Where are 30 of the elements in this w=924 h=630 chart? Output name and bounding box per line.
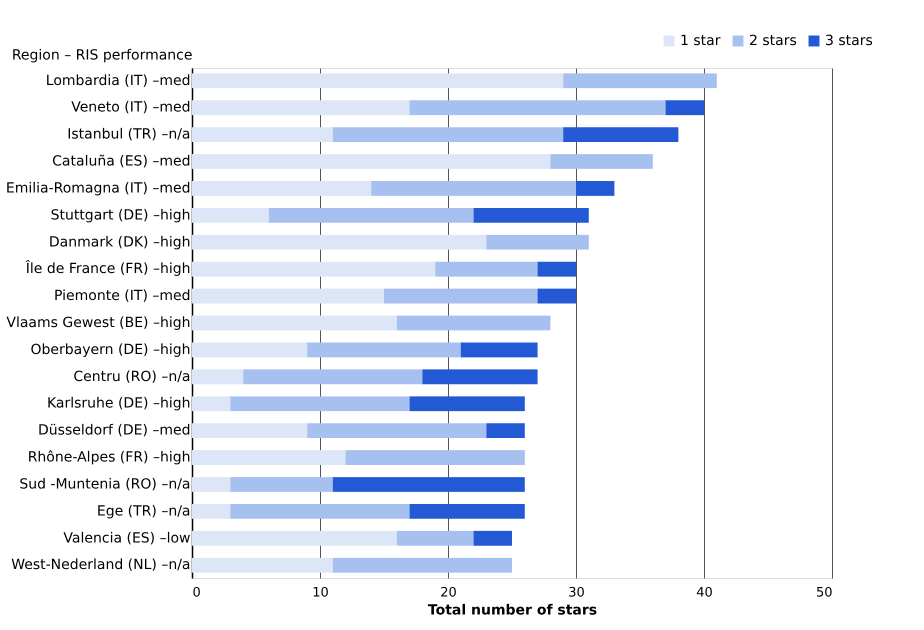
y-tick-label: Danmark (DK) –high	[48, 234, 190, 250]
y-axis-title: Region – RIS performance	[12, 48, 192, 64]
y-tick-label: Veneto (IT) –med	[71, 100, 190, 116]
y-tick-label: Vlaams Gewest (BE) –high	[6, 315, 190, 331]
y-tick-label: Karlsruhe (DE) –high	[46, 396, 190, 412]
y-tick-label: Cataluña (ES) –med	[52, 154, 190, 170]
x-tick-label: 0	[192, 586, 201, 600]
x-tick-label: 10	[312, 586, 329, 600]
y-tick-label: Düsseldorf (DE) –med	[38, 422, 190, 439]
y-tick-label: Istanbul (TR) –n/a	[67, 126, 190, 143]
y-tick-label: West-Nederland (NL) –n/a	[11, 557, 190, 574]
y-tick-label: Emilia-Romagna (IT) –med	[6, 180, 190, 196]
y-tick-label: Oberbayern (DE) –high	[30, 342, 190, 358]
y-tick-label: Stuttgart (DE) –high	[50, 207, 190, 224]
x-tick-label: 30	[568, 586, 585, 600]
x-axis-title: Total number of stars	[428, 602, 598, 618]
legend-label: 3 stars	[825, 33, 873, 49]
legend-label: 1 star	[680, 33, 721, 49]
y-tick-label: Centru (RO) –n/a	[73, 368, 190, 385]
y-tick-label: Valencia (ES) –low	[63, 530, 190, 546]
x-tick-label: 50	[816, 586, 832, 600]
legend-label: 2 stars	[749, 33, 797, 49]
y-tick-label: Lombardia (IT) –med	[46, 72, 190, 89]
y-tick-label: Île de France (FR) –high	[26, 260, 190, 278]
x-tick-label: 40	[696, 586, 713, 600]
y-tick-label: Piemonte (IT) –med	[54, 288, 190, 304]
y-tick-label: Ege (TR) –n/a	[96, 503, 190, 520]
y-tick-label: Sud -Muntenia (RO) –n/a	[19, 476, 190, 492]
y-tick-label: Rhône-Alpes (FR) –high	[28, 450, 190, 466]
x-tick-label: 20	[440, 586, 457, 600]
